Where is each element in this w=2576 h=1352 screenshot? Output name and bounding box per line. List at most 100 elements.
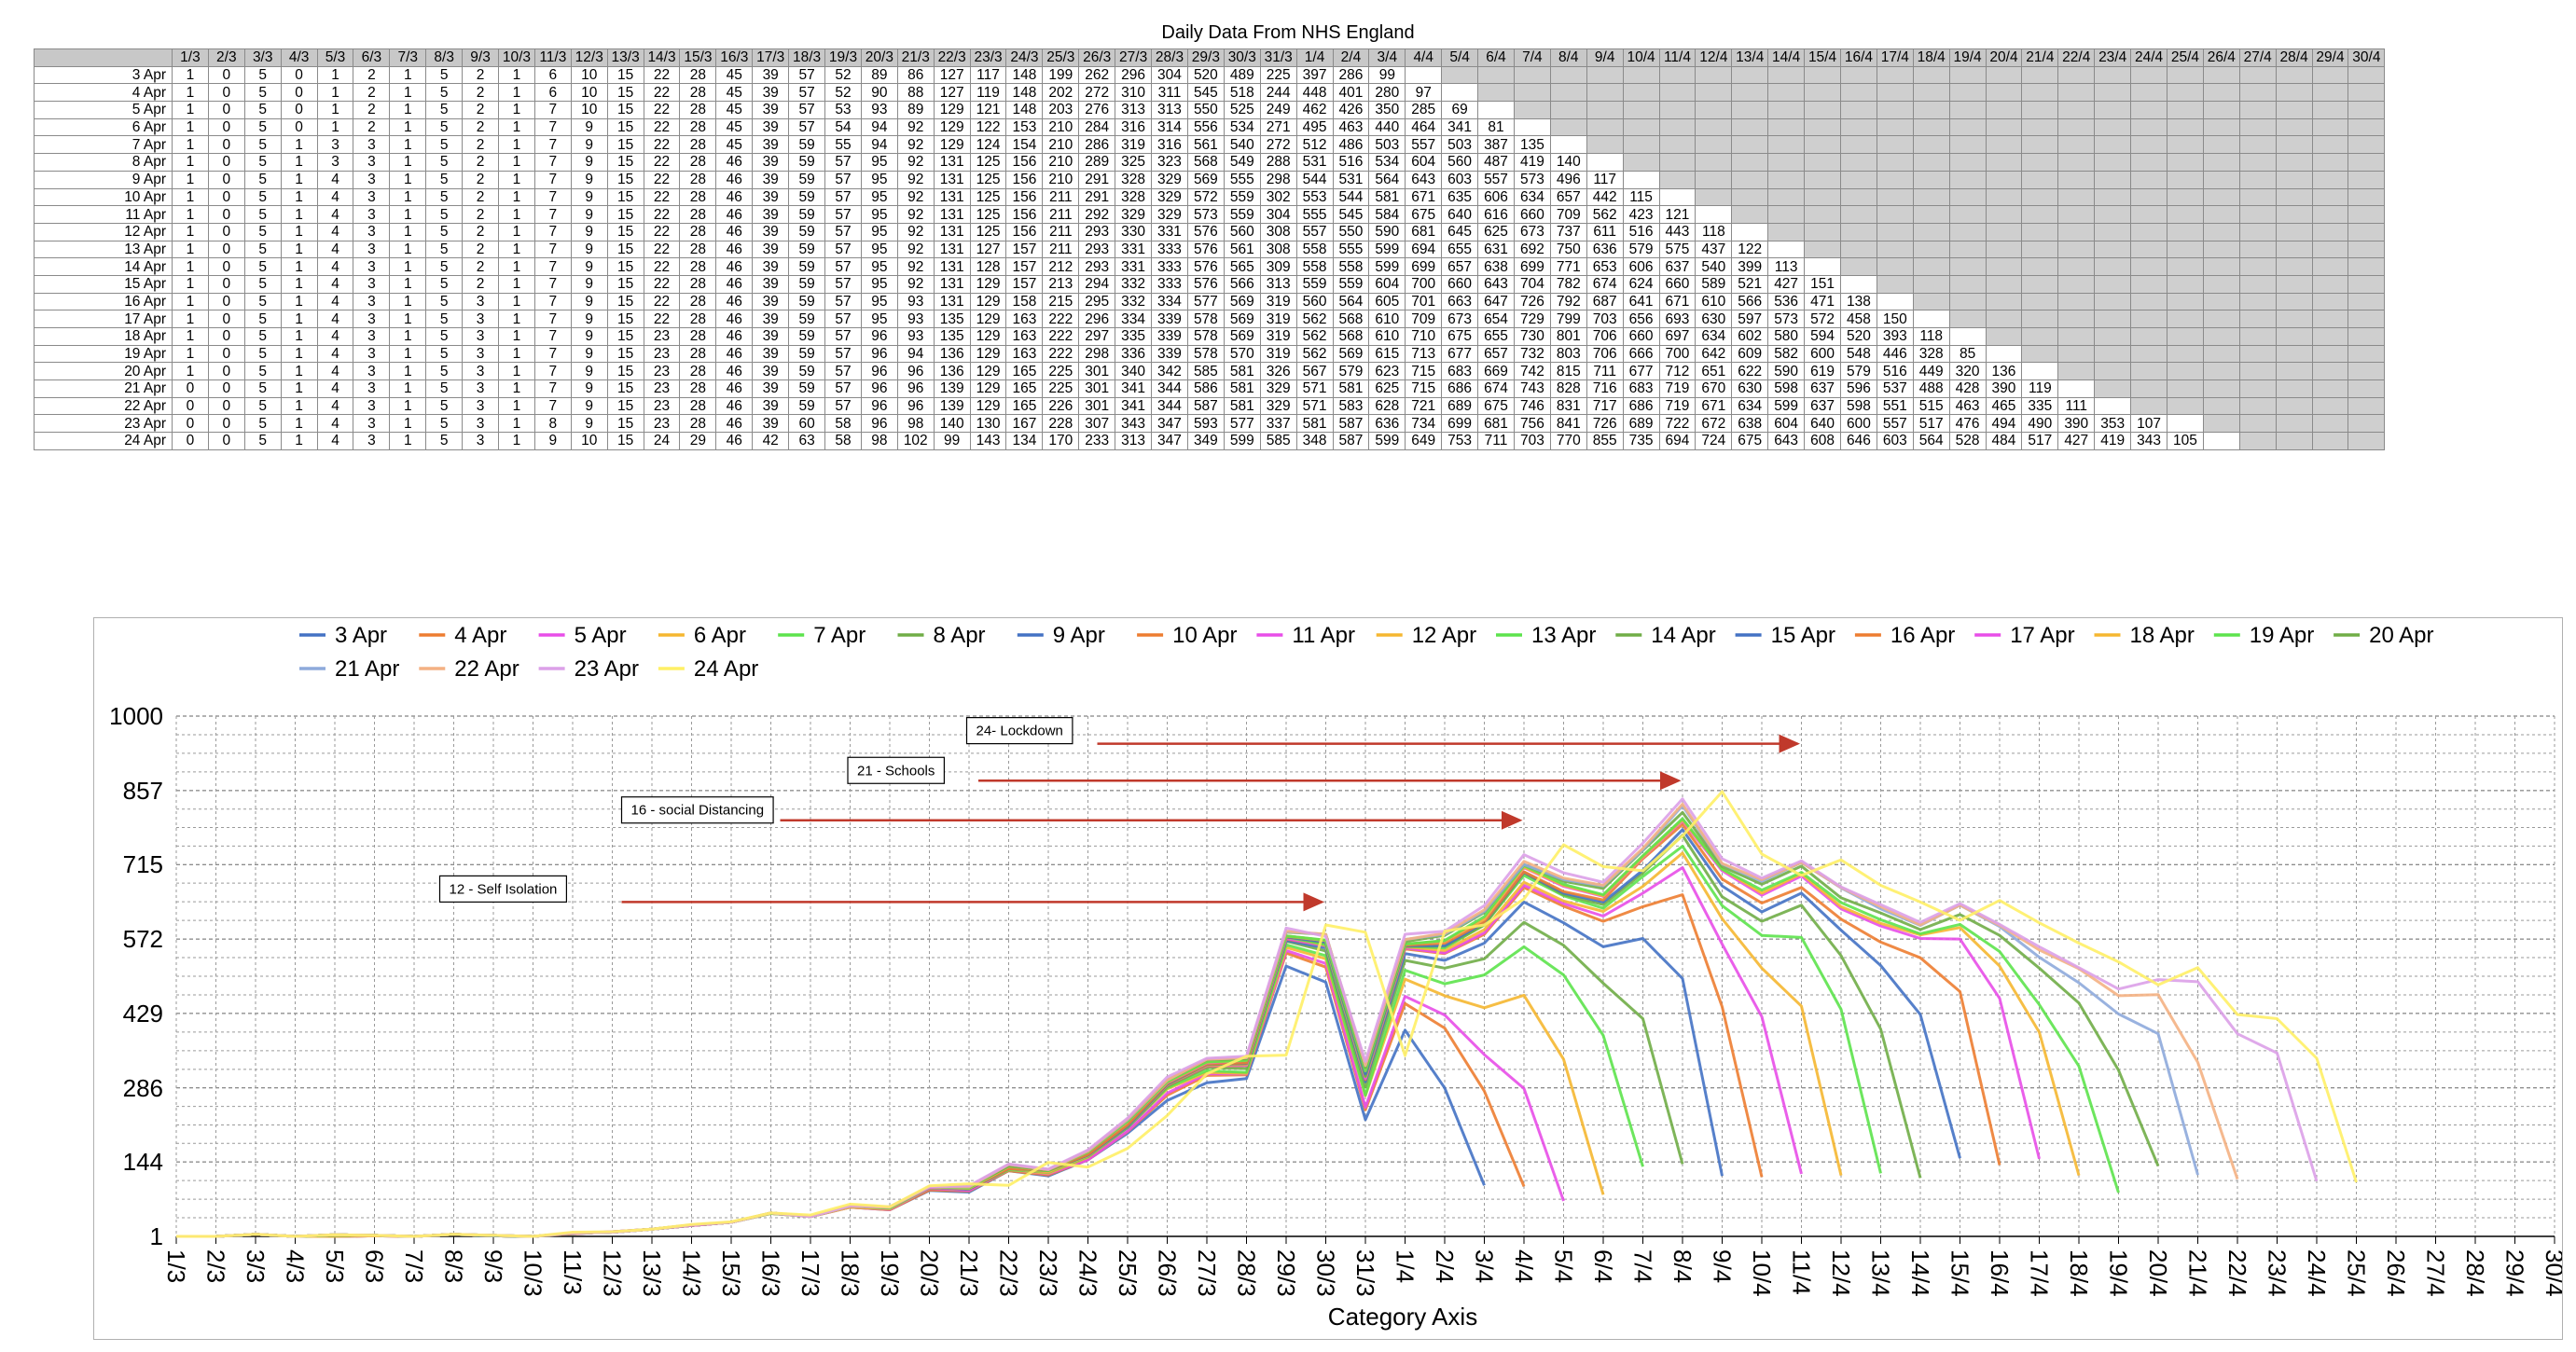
table-cell-empty: [2347, 117, 2386, 137]
table-cell-empty: [1948, 83, 1987, 103]
table-cell: 294: [1078, 274, 1116, 294]
table-cell: 291: [1078, 170, 1116, 189]
table-cell: 2: [462, 205, 500, 224]
table-cell: 566: [1223, 274, 1261, 294]
table-cell-empty: [2275, 274, 2313, 294]
table-cell-empty: [1767, 65, 1806, 85]
table-cell: 328: [1912, 344, 1950, 364]
table-cell: 604: [1405, 153, 1443, 172]
table-cell-empty: [2021, 101, 2059, 119]
table-cell: 1: [280, 344, 318, 364]
table-cell: 622: [1731, 362, 1769, 381]
table-cell: 156: [1005, 170, 1044, 189]
table-cell: 329: [1151, 205, 1188, 224]
table-cell: 1: [498, 432, 535, 450]
table-cell: 0: [207, 222, 245, 241]
table-cell: 590: [1368, 222, 1406, 241]
table-cell-empty: [2347, 432, 2386, 450]
table-cell: 292: [1078, 205, 1116, 224]
table-cell-empty: [1912, 117, 1950, 137]
y-tick-label: 1000: [109, 702, 163, 730]
table-cell-empty: [1912, 274, 1950, 294]
table-cell: 5: [243, 135, 282, 155]
column-header: 21/3: [896, 48, 935, 67]
table-cell: 131: [933, 292, 971, 311]
table-cell: 1: [498, 327, 535, 346]
table-cell: 314: [1151, 117, 1188, 137]
table-cell: 57: [788, 65, 826, 85]
table-cell: 657: [1477, 344, 1515, 364]
x-tick-label: 12/3: [599, 1249, 627, 1297]
table-cell-empty: [2057, 257, 2096, 276]
table-cell-empty: [2275, 205, 2313, 224]
table-cell-empty: [1586, 117, 1624, 137]
x-tick-label: 14/4: [1906, 1249, 1934, 1297]
row-label: 21 Apr: [34, 379, 173, 398]
column-header: 29/3: [1186, 48, 1225, 67]
table-cell-empty: [2311, 135, 2349, 155]
table-cell-empty: [1731, 101, 1769, 119]
table-cell: 329: [1115, 205, 1153, 224]
table-cell: 559: [1223, 187, 1261, 207]
table-cell: 28: [679, 170, 717, 189]
table-cell: 4: [316, 344, 354, 364]
table-cell: 5: [425, 414, 464, 434]
table-cell-empty: [1948, 170, 1987, 189]
table-cell: 9: [570, 414, 608, 434]
table-cell: 3: [353, 222, 391, 241]
table-cell: 5: [425, 432, 464, 450]
table-cell-empty: [2166, 414, 2204, 434]
table-cell: 582: [1767, 344, 1806, 364]
table-cell-empty: [2021, 310, 2059, 328]
table-cell: 2: [462, 187, 500, 207]
table-cell-empty: [1876, 240, 1914, 259]
table-cell-empty: [1839, 240, 1877, 259]
table-cell: 0: [172, 432, 209, 450]
table-cell-empty: [2347, 396, 2386, 416]
table-cell-empty: [1477, 65, 1515, 85]
annotation-box: [965, 717, 1073, 745]
table-cell: 5: [425, 310, 464, 328]
table-cell-empty: [2311, 362, 2349, 381]
series-line: [176, 943, 1644, 1238]
legend-label: 7 Apr: [813, 623, 866, 648]
series-line: [176, 790, 2358, 1238]
table-cell: 22: [643, 135, 681, 155]
annotation-label: 12 - Self Isolation: [450, 881, 558, 897]
table-cell: 59: [788, 257, 826, 276]
table-cell: 1: [389, 327, 427, 346]
table-cell-empty: [2347, 205, 2386, 224]
table-cell: 131: [933, 274, 971, 294]
table-cell-empty: [1876, 135, 1914, 155]
table-cell: 124: [969, 135, 1007, 155]
table-cell: 3: [353, 396, 391, 416]
table-cell: 23: [643, 396, 681, 416]
table-cell: 139: [933, 396, 971, 416]
table-cell-empty: [1876, 205, 1914, 224]
table-cell: 5: [425, 153, 464, 172]
table-cell: 557: [1477, 170, 1515, 189]
table-cell: 23: [643, 344, 681, 364]
table-cell-empty: [1658, 117, 1697, 137]
table-cell: 677: [1441, 344, 1479, 364]
table-cell: 716: [1586, 379, 1624, 398]
series-line: [176, 851, 1843, 1238]
table-cell: 686: [1622, 396, 1660, 416]
table-cell: 95: [860, 257, 898, 276]
x-tick-label: 30/3: [1312, 1249, 1340, 1297]
table-cell-empty: [1948, 205, 1987, 224]
table-cell-empty: [2202, 222, 2240, 241]
table-cell: 335: [1115, 327, 1153, 346]
table-cell-empty: [1695, 101, 1733, 119]
table-cell: 349: [1186, 432, 1225, 450]
table-cell: 7: [533, 117, 572, 137]
table-cell: 555: [1332, 240, 1370, 259]
table-cell-empty: [2021, 257, 2059, 276]
table-cell: 486: [1332, 135, 1370, 155]
table-cell: 520: [1186, 65, 1225, 85]
table-cell-empty: [1985, 135, 2023, 155]
table-cell: 544: [1332, 187, 1370, 207]
table-cell: 577: [1223, 414, 1261, 434]
table-cell: 96: [896, 379, 935, 398]
table-cell: 675: [1731, 432, 1769, 450]
